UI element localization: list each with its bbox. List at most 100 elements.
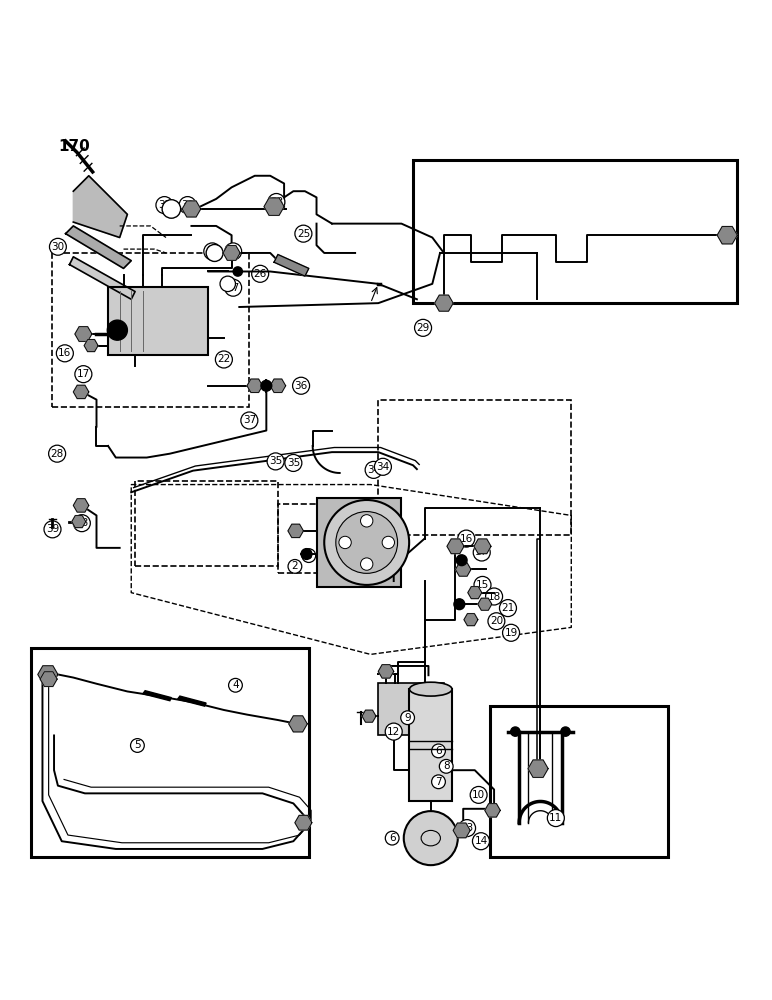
Text: 31: 31: [181, 200, 195, 210]
Bar: [52, 253, 249, 407]
Text: 22: 22: [217, 354, 231, 364]
Text: 35: 35: [269, 456, 283, 466]
Text: 6: 6: [435, 746, 442, 756]
Polygon shape: [295, 815, 312, 830]
Polygon shape: [40, 672, 57, 686]
Bar: [135, 481, 278, 566]
Polygon shape: [84, 340, 98, 352]
Polygon shape: [447, 539, 464, 554]
Circle shape: [454, 599, 465, 610]
Circle shape: [324, 500, 409, 585]
Polygon shape: [69, 257, 135, 299]
Circle shape: [404, 811, 458, 865]
Polygon shape: [75, 327, 92, 341]
Text: 27: 27: [226, 283, 240, 293]
Polygon shape: [288, 524, 303, 538]
Text: 16: 16: [459, 534, 473, 544]
Polygon shape: [717, 227, 737, 244]
Text: 32: 32: [157, 200, 171, 210]
Polygon shape: [528, 760, 548, 777]
Text: 7: 7: [435, 777, 442, 787]
Polygon shape: [435, 295, 453, 311]
Text: 37: 37: [242, 415, 256, 425]
Text: 34: 34: [367, 465, 381, 475]
Circle shape: [361, 515, 373, 527]
Text: 20: 20: [489, 616, 503, 626]
Text: 170: 170: [58, 139, 90, 154]
Text: 33: 33: [269, 197, 283, 207]
Polygon shape: [453, 823, 470, 838]
Polygon shape: [178, 696, 206, 706]
Bar: [490, 706, 668, 857]
Polygon shape: [72, 516, 86, 528]
Circle shape: [261, 380, 272, 391]
Text: 35: 35: [286, 458, 300, 468]
Circle shape: [510, 727, 520, 736]
Text: 4: 4: [232, 680, 239, 690]
Polygon shape: [143, 691, 171, 701]
Polygon shape: [73, 385, 89, 399]
Text: 34: 34: [376, 462, 390, 472]
Bar: [378, 400, 571, 535]
Polygon shape: [378, 665, 394, 678]
Polygon shape: [468, 587, 482, 599]
Text: 17: 17: [475, 547, 489, 557]
Text: 29: 29: [416, 323, 430, 333]
Text: 6: 6: [389, 833, 395, 843]
Circle shape: [339, 536, 351, 549]
Circle shape: [456, 555, 467, 566]
Text: 21: 21: [501, 603, 515, 613]
Text: 26: 26: [253, 269, 267, 279]
Text: 9: 9: [405, 713, 411, 723]
Polygon shape: [464, 614, 478, 626]
Text: 8: 8: [443, 761, 449, 771]
Circle shape: [206, 244, 223, 261]
Bar: [378, 683, 444, 735]
Text: 12: 12: [387, 727, 401, 737]
Polygon shape: [362, 710, 376, 722]
Bar: [409, 689, 452, 801]
Polygon shape: [485, 804, 500, 817]
Circle shape: [301, 549, 312, 559]
Polygon shape: [270, 379, 286, 392]
Polygon shape: [289, 716, 307, 732]
Polygon shape: [66, 226, 131, 268]
Circle shape: [382, 536, 394, 549]
Text: 19: 19: [504, 628, 518, 638]
Polygon shape: [474, 539, 491, 554]
Text: 16: 16: [58, 348, 72, 358]
Text: 3: 3: [306, 551, 312, 561]
Text: 5: 5: [134, 740, 141, 750]
Text: 17: 17: [76, 369, 90, 379]
Polygon shape: [73, 176, 127, 238]
Bar: [108, 287, 208, 355]
Text: 39: 39: [46, 524, 59, 534]
Circle shape: [336, 512, 398, 573]
Text: 25: 25: [296, 229, 310, 239]
Circle shape: [220, 276, 235, 292]
Text: 11: 11: [549, 813, 563, 823]
Polygon shape: [274, 255, 309, 276]
Bar: [317, 498, 401, 587]
Bar: [413, 160, 737, 303]
Polygon shape: [264, 198, 284, 215]
Circle shape: [233, 267, 242, 276]
Circle shape: [361, 558, 373, 570]
Circle shape: [560, 727, 570, 736]
Text: 28: 28: [50, 449, 64, 459]
Polygon shape: [455, 563, 471, 576]
Polygon shape: [478, 598, 492, 610]
Text: 32: 32: [205, 246, 219, 256]
Polygon shape: [38, 666, 58, 683]
Text: 18: 18: [487, 591, 501, 601]
Circle shape: [162, 200, 181, 218]
Circle shape: [107, 320, 127, 340]
Bar: [278, 504, 386, 573]
Text: 10: 10: [472, 790, 486, 800]
Text: 15: 15: [476, 580, 489, 590]
Text: 38: 38: [75, 518, 89, 528]
Polygon shape: [223, 246, 240, 260]
Polygon shape: [73, 499, 89, 512]
Text: 1: 1: [343, 551, 349, 561]
Ellipse shape: [409, 682, 452, 696]
